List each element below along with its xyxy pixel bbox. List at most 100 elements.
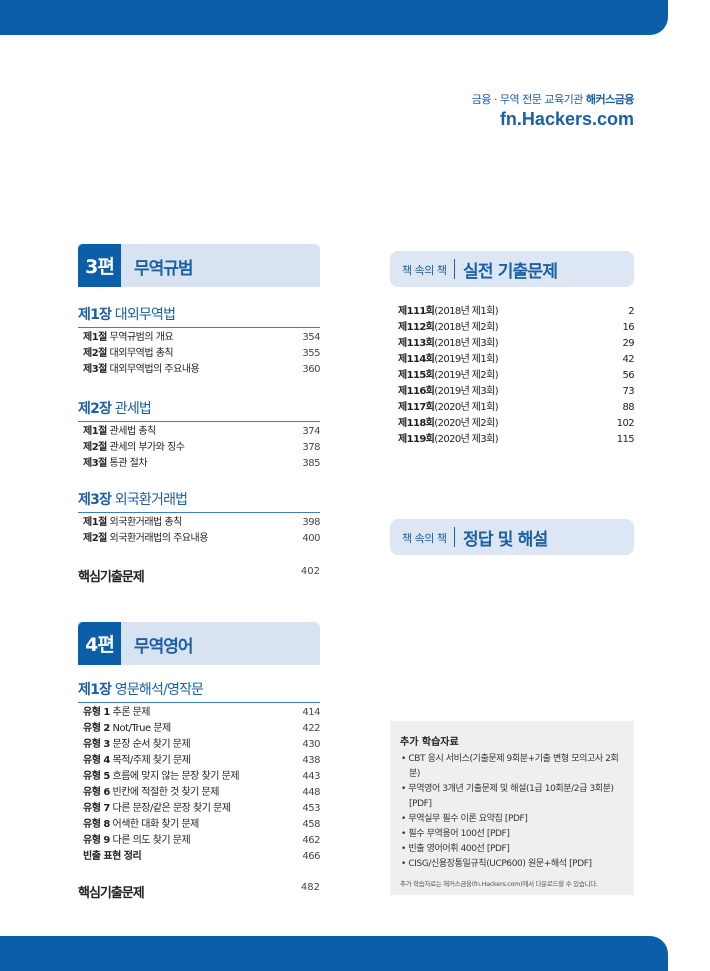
banner-title: 실전 기출문제 bbox=[463, 262, 558, 282]
exam-date: (2019년 제3회) bbox=[434, 386, 499, 397]
page-number: 88 bbox=[622, 402, 634, 413]
page-number: 56 bbox=[622, 370, 634, 381]
entry-number: 빈출 표현 정리 bbox=[83, 851, 142, 862]
chapter-number: 제3장 bbox=[78, 492, 112, 508]
exam-date: (2018년 제1회) bbox=[434, 306, 499, 317]
page-number: 400 bbox=[302, 533, 320, 544]
toc-entry: 제1절 관세법 총칙 374 bbox=[78, 424, 320, 440]
toc-entry: 유형 1 추론 문제 414 bbox=[78, 705, 320, 721]
entry-title: 대외무역법의 주요내용 bbox=[109, 364, 200, 375]
entry-title: 대외무역법 총칙 bbox=[109, 348, 174, 359]
exam-entry: 제112회(2018년 제2회) 16 bbox=[390, 320, 635, 336]
exam-label: 제114회(2019년 제1회) bbox=[398, 352, 499, 368]
entry-label: 제3절 대외무역법의 주요내용 bbox=[83, 362, 200, 378]
toc-entry: 제2절 관세의 부가와 징수 378 bbox=[78, 440, 320, 456]
entry-label: 제1절 외국환거래법 총칙 bbox=[83, 515, 182, 531]
page-number: 378 bbox=[302, 442, 320, 453]
banner-title: 정답 및 해설 bbox=[463, 530, 548, 550]
exam-label: 제119회(2020년 제3회) bbox=[398, 432, 499, 448]
bottom-bar bbox=[0, 936, 668, 971]
entry-label: 제2절 관세의 부가와 징수 bbox=[83, 440, 185, 456]
toc-entry: 제3절 대외무역법의 주요내용 360 bbox=[78, 362, 320, 378]
chapter-heading: 제2장 관세법 bbox=[78, 398, 320, 422]
page-number: 443 bbox=[302, 771, 320, 782]
exam-date: (2019년 제2회) bbox=[434, 370, 499, 381]
entry-title: 흐름에 맞지 않는 문장 찾기 문제 bbox=[112, 771, 240, 782]
toc-entry: 유형 3 문장 순서 찾기 문제 430 bbox=[78, 737, 320, 753]
page-number: 466 bbox=[302, 851, 320, 862]
extra-note: 추가 학습자료는 해커스금융(fn.Hackers.com)에서 다운로드할 수… bbox=[400, 880, 598, 888]
page-number: 458 bbox=[302, 819, 320, 830]
exam-entry: 제113회(2018년 제3회) 29 bbox=[390, 336, 635, 352]
toc-entry: 유형 5 흐름에 맞지 않는 문장 찾기 문제 443 bbox=[78, 769, 320, 785]
entry-number: 유형 3 bbox=[83, 739, 110, 750]
part-number: 3편 bbox=[78, 244, 121, 287]
book-in-book-banner: 책 속의 책 실전 기출문제 bbox=[390, 251, 634, 287]
toc-entry: 제2절 대외무역법 총칙 355 bbox=[78, 346, 320, 362]
page-number: 42 bbox=[622, 354, 634, 365]
exam-date: (2018년 제2회) bbox=[434, 322, 499, 333]
page-number: 482 bbox=[300, 882, 320, 893]
chapter-heading: 제3장 외국환거래법 bbox=[78, 489, 320, 513]
entry-label: 유형 2 Not/True 문제 bbox=[83, 721, 171, 737]
entry-title: 무역규범의 개요 bbox=[109, 332, 174, 343]
entry-title: 목적/주제 찾기 문제 bbox=[112, 755, 191, 766]
entry-label: 제2절 대외무역법 총칙 bbox=[83, 346, 174, 362]
toc-entry: 유형 4 목적/주제 찾기 문제 438 bbox=[78, 753, 320, 769]
exam-number: 제118회 bbox=[398, 418, 435, 429]
entry-number: 유형 1 bbox=[83, 707, 110, 718]
entry-number: 제1절 bbox=[83, 426, 107, 437]
exam-label: 제116회(2019년 제3회) bbox=[398, 384, 499, 400]
exam-label: 제115회(2019년 제2회) bbox=[398, 368, 499, 384]
part-banner: 4편 무역영어 bbox=[78, 622, 320, 665]
toc-entry: 유형 7 다른 문장/같은 문장 찾기 문제 453 bbox=[78, 801, 320, 817]
toc-entry: 빈출 표현 정리 466 bbox=[78, 849, 320, 865]
toc-entry: 제1절 무역규범의 개요 354 bbox=[78, 330, 320, 346]
extra-item: • 필수 무역용어 100선 [PDF] bbox=[401, 829, 510, 839]
entry-label: 유형 4 목적/주제 찾기 문제 bbox=[83, 753, 191, 769]
page-number: 374 bbox=[302, 426, 320, 437]
page-number: 355 bbox=[302, 348, 320, 359]
entry-title: 빈칸에 적절한 것 찾기 문제 bbox=[112, 787, 220, 798]
banner-divider bbox=[454, 527, 455, 547]
toc-entry: 유형 2 Not/True 문제 422 bbox=[78, 721, 320, 737]
exam-entry: 제117회(2020년 제1회) 88 bbox=[390, 400, 635, 416]
page-number: 422 bbox=[302, 723, 320, 734]
tagline: 금융 · 무역 전문 교육기관 해커스금융 bbox=[471, 93, 635, 106]
exam-entry: 제111회(2018년 제1회) 2 bbox=[390, 304, 635, 320]
exam-number: 제115회 bbox=[398, 370, 435, 381]
part-number: 4편 bbox=[78, 622, 121, 665]
page-number: 102 bbox=[616, 418, 635, 429]
entry-label: 제1절 관세법 총칙 bbox=[83, 424, 156, 440]
page-number: 29 bbox=[622, 338, 634, 349]
toc-entry: 제1절 외국환거래법 총칙 398 bbox=[78, 515, 320, 531]
entry-title: 통관 절차 bbox=[109, 458, 148, 469]
entry-label: 빈출 표현 정리 bbox=[83, 849, 142, 865]
entry-label: 유형 1 추론 문제 bbox=[83, 705, 151, 721]
chapter-title: 영문해석/영작문 bbox=[114, 682, 204, 698]
chapter-number: 제2장 bbox=[78, 401, 112, 417]
exam-number: 제111회 bbox=[398, 306, 435, 317]
entry-number: 유형 2 bbox=[83, 723, 110, 734]
part-title: 무역규범 bbox=[134, 259, 194, 279]
chapter-number: 제1장 bbox=[78, 307, 112, 323]
core-title: 핵심기출문제 bbox=[78, 886, 145, 901]
entry-number: 제1절 bbox=[83, 517, 107, 528]
entry-title: 외국환거래법의 주요내용 bbox=[109, 533, 209, 544]
entry-number: 제2절 bbox=[83, 533, 107, 544]
exam-entry: 제116회(2019년 제3회) 73 bbox=[390, 384, 635, 400]
page-number: 430 bbox=[302, 739, 320, 750]
entry-number: 제3절 bbox=[83, 458, 107, 469]
part-title: 무역영어 bbox=[134, 637, 194, 657]
page-number: 2 bbox=[628, 306, 634, 317]
entry-title: 관세법 총칙 bbox=[109, 426, 157, 437]
entry-label: 유형 5 흐름에 맞지 않는 문장 찾기 문제 bbox=[83, 769, 240, 785]
page-number: 414 bbox=[302, 707, 320, 718]
extra-item: • 빈출 영어어휘 400선 [PDF] bbox=[401, 844, 510, 854]
exam-entry: 제119회(2020년 제3회) 115 bbox=[390, 432, 635, 448]
toc-entry: 유형 8 어색한 대화 찾기 문제 458 bbox=[78, 817, 320, 833]
entry-number: 제2절 bbox=[83, 348, 107, 359]
toc-entry: 제3절 통관 절차 385 bbox=[78, 456, 320, 472]
extra-item: • CISG/신용장통일규칙(UCP600) 원문+해석 [PDF] bbox=[401, 859, 592, 869]
exam-date: (2020년 제1회) bbox=[434, 402, 499, 413]
